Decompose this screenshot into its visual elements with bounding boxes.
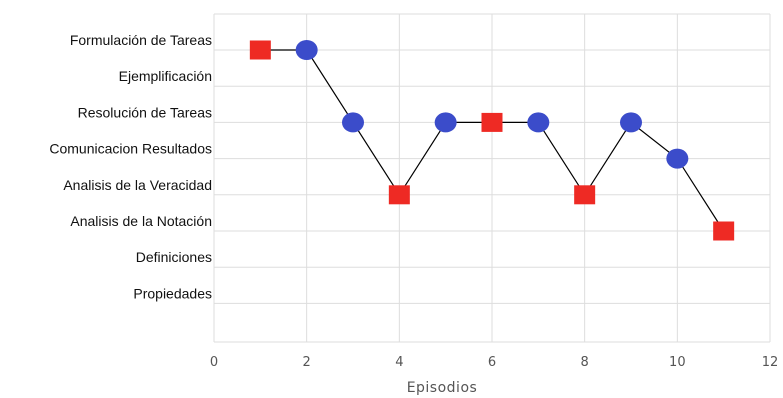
data-point-square [481,112,503,132]
category-label: Formulación de Tareas [70,32,212,48]
data-point-square [713,221,735,241]
data-point-circle [527,112,550,133]
data-point-circle [620,112,642,133]
x-axis: 0 2 4 6 8 10 12 [210,355,778,370]
data-point-circle [434,112,457,133]
x-tick-label: 2 [303,355,311,370]
data-point-circle [666,148,689,169]
category-label: Analisis de la Veracidad [63,177,212,193]
category-axis: Formulación de Tareas Ejemplificación Reso… [49,32,212,301]
category-label: Definiciones [136,249,212,265]
category-label: Resolución de Tareas [78,104,212,120]
data-point-circle [295,40,318,60]
x-tick-label: 10 [669,355,686,370]
data-point-square [249,40,271,60]
series-markers [249,40,735,241]
data-point-square [388,185,410,205]
data-point-square [574,185,596,205]
x-tick-label: 6 [488,355,496,370]
x-tick-label: 4 [395,355,403,370]
x-tick-label: 8 [581,355,589,370]
category-label: Propiedades [133,285,212,301]
x-tick-label: 0 [210,355,218,370]
grid [213,13,771,343]
category-label: Comunicacion Resultados [49,141,212,157]
category-label: Analisis de la Notación [70,213,212,229]
x-tick-label: 12 [762,355,779,370]
category-label: Ejemplificación [119,68,212,84]
x-axis-title: Episodios [407,380,478,396]
data-point-circle [342,112,364,133]
